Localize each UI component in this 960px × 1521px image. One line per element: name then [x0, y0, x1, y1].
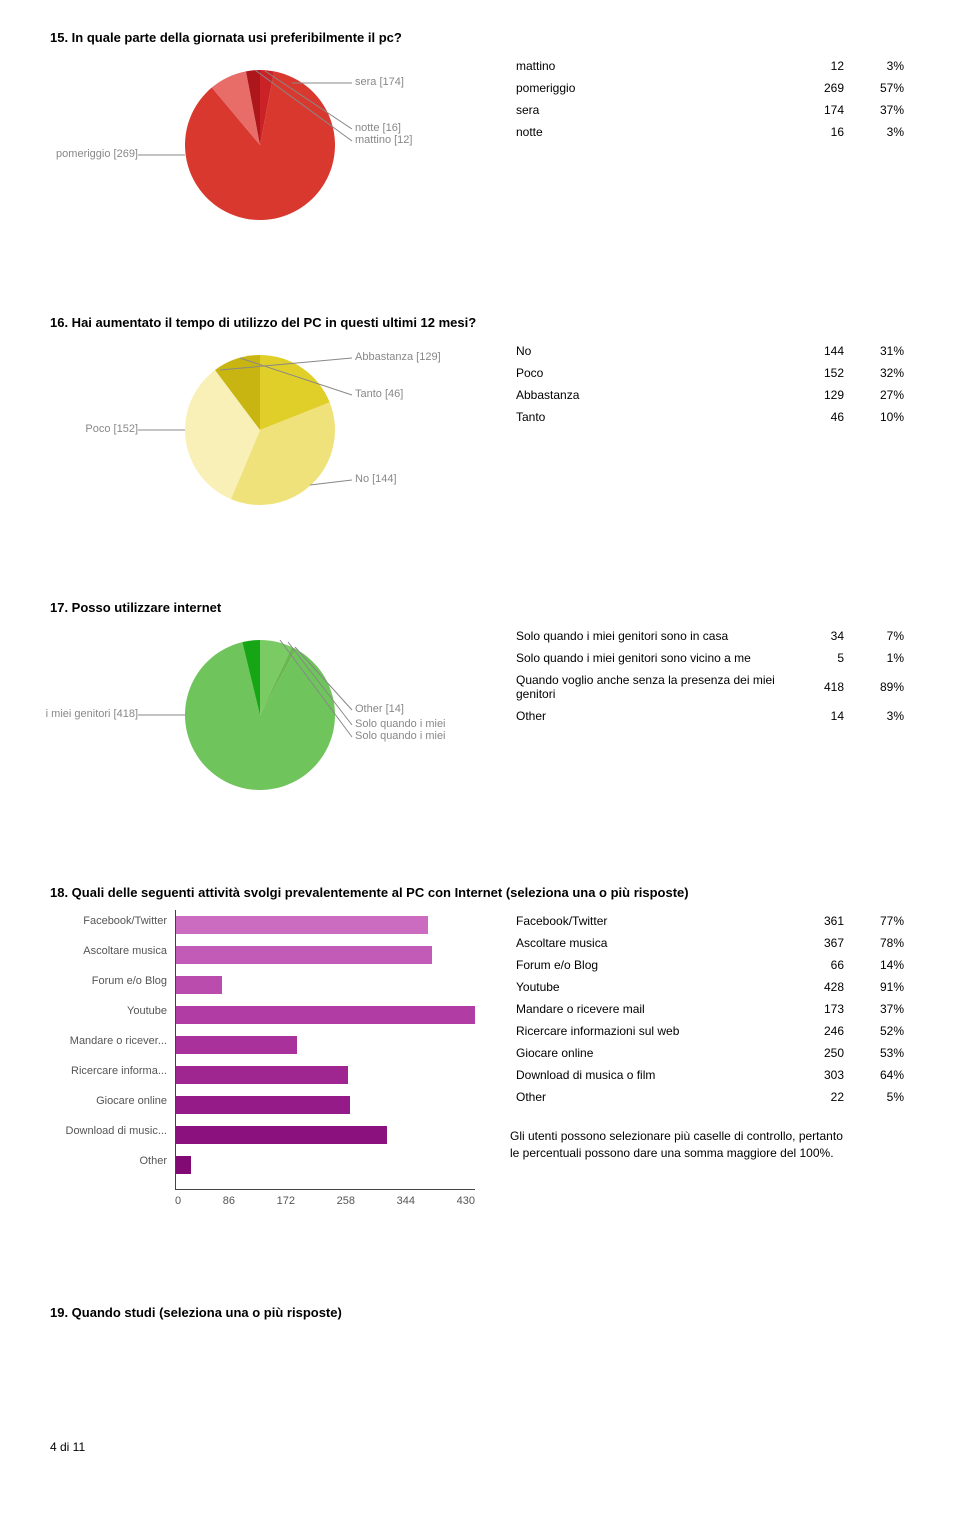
q17-label-r2: Solo quando i miei	[355, 730, 446, 742]
table-row: Other143%	[510, 705, 910, 727]
q17-label-r1: Solo quando i miei	[355, 718, 446, 730]
q15-data: mattino123% pomeriggio26957% sera17437% …	[490, 55, 910, 143]
table-row: Quando voglio anche senza la presenza de…	[510, 669, 910, 705]
q17-data: Solo quando i miei genitori sono in casa…	[490, 625, 910, 727]
x-tick: 258	[337, 1195, 355, 1215]
bar-label: Facebook/Twitter	[50, 910, 175, 940]
q17-label-r0: Other [14]	[355, 703, 404, 715]
table-row: mattino123%	[510, 55, 910, 77]
bar-fill	[176, 1096, 350, 1114]
bar-fill	[176, 1006, 475, 1024]
x-tick: 86	[223, 1195, 235, 1215]
table-row: Solo quando i miei genitori sono vicino …	[510, 647, 910, 669]
question-15: 15. In quale parte della giornata usi pr…	[50, 30, 910, 235]
q17-label-left: i miei genitori [418]	[46, 708, 138, 720]
page-footer: 4 di 11	[50, 1440, 910, 1454]
table-row: Abbastanza12927%	[510, 384, 910, 406]
table-row: Other225%	[510, 1086, 910, 1108]
bar-label: Giocare online	[50, 1090, 175, 1120]
table-row: Ricercare informazioni sul web24652%	[510, 1020, 910, 1042]
q17-title: 17. Posso utilizzare internet	[50, 600, 910, 615]
question-19: 19. Quando studi (seleziona una o più ri…	[50, 1305, 910, 1320]
q15-label-r0: sera [174]	[355, 76, 404, 88]
q15-pie	[50, 55, 490, 235]
question-16: 16. Hai aumentato il tempo di utilizzo d…	[50, 315, 910, 520]
table-row: notte163%	[510, 121, 910, 143]
table-row: Tanto4610%	[510, 406, 910, 428]
q15-title: 15. In quale parte della giornata usi pr…	[50, 30, 910, 45]
table-row: Giocare online25053%	[510, 1042, 910, 1064]
q17-chart: i miei genitori [418] Other [14] Solo qu…	[50, 625, 490, 805]
q18-chart: Facebook/TwitterAscoltare musicaForum e/…	[50, 910, 490, 1225]
table-row: sera17437%	[510, 99, 910, 121]
q18-note: Gli utenti possono selezionare più casel…	[510, 1128, 850, 1162]
q15-label-r2: mattino [12]	[355, 134, 412, 146]
table-row: No14431%	[510, 340, 910, 362]
table-row: Forum e/o Blog6614%	[510, 954, 910, 976]
bar-label: Forum e/o Blog	[50, 970, 175, 1000]
question-17: 17. Posso utilizzare internet	[50, 600, 910, 805]
table-row: Ascoltare musica36778%	[510, 932, 910, 954]
q16-label-r1: Tanto [46]	[355, 388, 403, 400]
bar-label: Ascoltare musica	[50, 940, 175, 970]
table-row: Mandare o ricevere mail17337%	[510, 998, 910, 1020]
bar-fill	[176, 916, 428, 934]
bar-label: Youtube	[50, 1000, 175, 1030]
bar-fill	[176, 1036, 297, 1054]
bar-label: Download di music...	[50, 1120, 175, 1150]
bar-fill	[176, 1066, 348, 1084]
bar-fill	[176, 1156, 191, 1174]
q16-label-r2: No [144]	[355, 473, 397, 485]
q16-label-r0: Abbastanza [129]	[355, 351, 441, 363]
q15-label-left: pomeriggio [269]	[56, 148, 138, 160]
x-tick: 172	[277, 1195, 295, 1215]
q15-label-r1: notte [16]	[355, 122, 401, 134]
table-row: Download di musica o film30364%	[510, 1064, 910, 1086]
q19-title: 19. Quando studi (seleziona una o più ri…	[50, 1305, 910, 1320]
q16-chart: Poco [152] Abbastanza [129] Tanto [46] N…	[50, 340, 490, 520]
bar-fill	[176, 1126, 387, 1144]
q18-title: 18. Quali delle seguenti attività svolgi…	[50, 885, 910, 900]
bar-label: Other	[50, 1150, 175, 1180]
bar-fill	[176, 976, 222, 994]
x-tick: 0	[175, 1195, 181, 1215]
table-row: Solo quando i miei genitori sono in casa…	[510, 625, 910, 647]
table-row: pomeriggio26957%	[510, 77, 910, 99]
table-row: Facebook/Twitter36177%	[510, 910, 910, 932]
q18-data: Facebook/Twitter36177%Ascoltare musica36…	[490, 910, 910, 1162]
bar-label: Mandare o ricever...	[50, 1030, 175, 1060]
table-row: Poco15232%	[510, 362, 910, 384]
q16-title: 16. Hai aumentato il tempo di utilizzo d…	[50, 315, 910, 330]
x-tick: 344	[397, 1195, 415, 1215]
q16-label-left: Poco [152]	[85, 423, 138, 435]
bar-fill	[176, 946, 432, 964]
bar-label: Ricercare informa...	[50, 1060, 175, 1090]
question-18: 18. Quali delle seguenti attività svolgi…	[50, 885, 910, 1225]
table-row: Youtube42891%	[510, 976, 910, 998]
q16-data: No14431% Poco15232% Abbastanza12927% Tan…	[490, 340, 910, 428]
x-tick: 430	[457, 1195, 475, 1215]
q15-chart: pomeriggio [269] sera [174] notte [16] m…	[50, 55, 490, 235]
